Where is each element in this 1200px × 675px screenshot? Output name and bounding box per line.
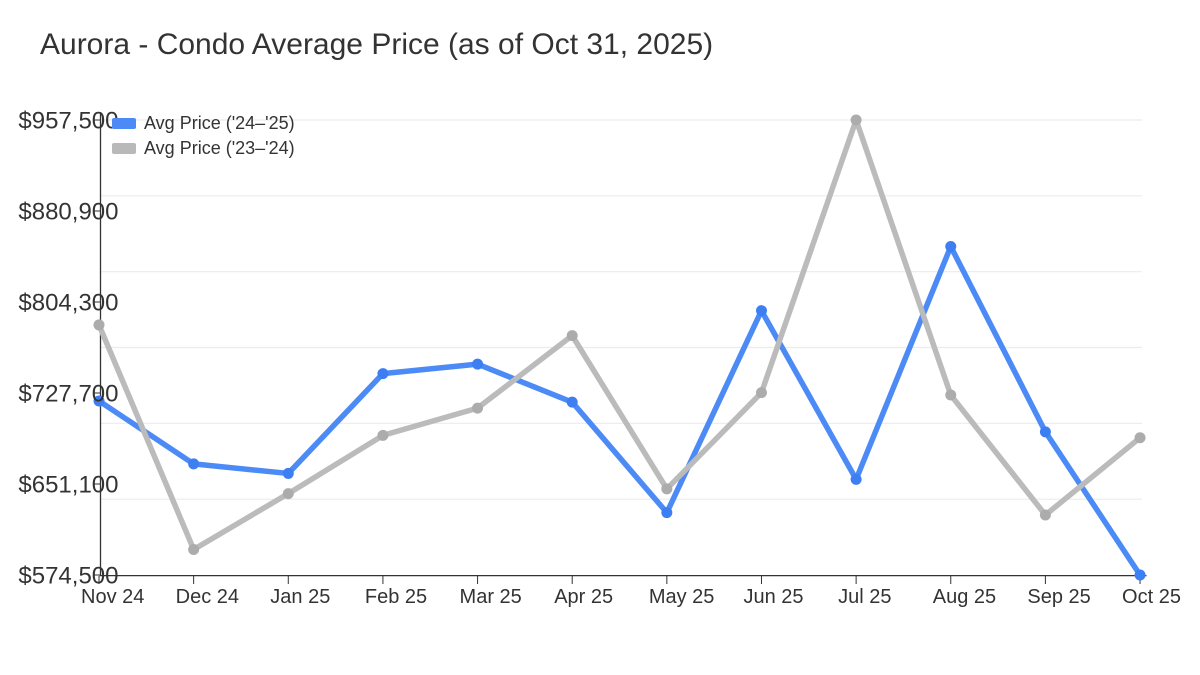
data-point-marker[interactable] <box>377 368 389 380</box>
series-line-1 <box>96 117 1143 553</box>
x-axis-tick-label: May 25 <box>649 586 715 608</box>
x-axis-tick-label: Jun 25 <box>743 586 803 608</box>
data-point-marker[interactable] <box>472 402 484 414</box>
chart-title: Aurora - Condo Average Price (as of Oct … <box>40 28 714 61</box>
data-point-marker[interactable] <box>188 458 200 470</box>
data-point-marker[interactable] <box>850 114 862 126</box>
data-point-marker[interactable] <box>472 358 484 370</box>
y-axis-tick-label: $804,300 <box>18 290 118 317</box>
y-axis-tick-label: $880,900 <box>18 199 118 226</box>
y-axis-tick-label: $651,100 <box>18 472 118 499</box>
data-point-marker[interactable] <box>1039 509 1051 521</box>
data-point-marker[interactable] <box>1039 426 1051 438</box>
y-axis-tick-label: $574,500 <box>18 563 118 590</box>
data-point-marker[interactable] <box>755 387 767 399</box>
data-point-marker[interactable] <box>282 488 294 500</box>
x-axis-tick-label: Feb 25 <box>365 586 427 608</box>
y-axis-tick-label: $957,500 <box>18 108 118 135</box>
chart-legend: Avg Price ('24–'25) Avg Price ('23–'24) <box>112 111 295 161</box>
data-point-marker[interactable] <box>566 396 578 408</box>
data-point-marker[interactable] <box>1134 569 1146 581</box>
y-axis-tick-label: $727,700 <box>18 381 118 408</box>
series-line-0 <box>96 243 1143 578</box>
data-point-marker[interactable] <box>661 483 673 495</box>
data-point-marker[interactable] <box>755 305 767 317</box>
data-point-marker[interactable] <box>945 241 957 253</box>
data-point-marker[interactable] <box>1134 432 1146 444</box>
data-point-marker[interactable] <box>93 319 105 331</box>
legend-label: Avg Price ('24–'25) <box>144 113 295 133</box>
legend-item-avg-price-23-24[interactable]: Avg Price ('23–'24) <box>112 136 295 161</box>
legend-swatch-gray <box>112 143 136 154</box>
legend-item-avg-price-24-25[interactable]: Avg Price ('24–'25) <box>112 111 295 136</box>
data-point-marker[interactable] <box>661 507 673 519</box>
data-point-marker[interactable] <box>188 543 200 555</box>
x-axis-tick-label: Oct 25 <box>1122 586 1181 608</box>
x-axis-tick-label: Nov 24 <box>81 586 144 608</box>
data-point-marker[interactable] <box>93 395 105 407</box>
data-point-marker[interactable] <box>850 473 862 485</box>
data-point-marker[interactable] <box>566 330 578 342</box>
data-point-marker[interactable] <box>282 467 294 479</box>
x-axis-tick-label: Dec 24 <box>176 586 239 608</box>
x-axis-tick-label: Aug 25 <box>933 586 996 608</box>
data-point-marker[interactable] <box>377 429 389 441</box>
data-point-marker[interactable] <box>945 389 957 401</box>
x-axis-tick-label: Mar 25 <box>460 586 522 608</box>
x-axis-tick-label: Jan 25 <box>270 586 330 608</box>
x-axis-tick-label: Jul 25 <box>838 586 891 608</box>
x-axis-tick-label: Apr 25 <box>554 586 613 608</box>
x-axis-tick-label: Sep 25 <box>1027 586 1090 608</box>
legend-label: Avg Price ('23–'24) <box>144 138 295 158</box>
legend-swatch-blue <box>112 118 136 129</box>
